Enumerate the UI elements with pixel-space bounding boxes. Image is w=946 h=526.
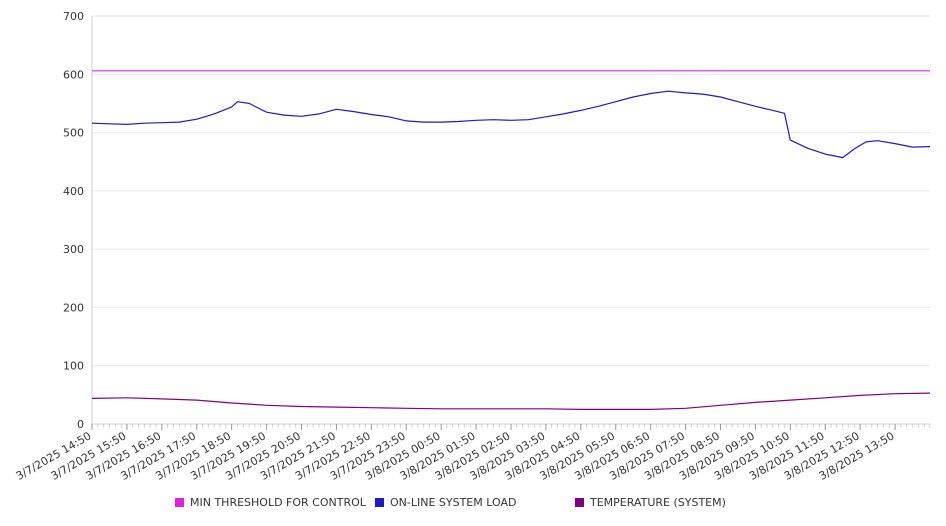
axes <box>91 16 931 430</box>
x-axis-tick-labels: 3/7/2025 14:503/7/2025 15:503/7/2025 16:… <box>14 429 897 483</box>
legend-item-system-load[interactable]: ON-LINE SYSTEM LOAD <box>375 496 516 509</box>
y-tick-label: 100 <box>63 360 84 373</box>
series-lines <box>91 70 931 410</box>
legend-label-min-threshold: MIN THRESHOLD FOR CONTROL <box>190 496 366 509</box>
y-tick-label: 700 <box>63 10 84 23</box>
series-line-on-line-system-load <box>91 90 931 159</box>
y-tick-label: 600 <box>63 68 84 81</box>
legend-item-min-threshold[interactable]: MIN THRESHOLD FOR CONTROL <box>175 496 366 509</box>
legend-swatch-min-threshold <box>175 498 184 507</box>
legend-label-system-load: ON-LINE SYSTEM LOAD <box>390 496 517 509</box>
y-tick-label: 0 <box>77 418 84 431</box>
y-axis-tick-labels: 0 100 200 300 400 500 600 700 <box>63 10 84 431</box>
y-tick-label: 200 <box>63 301 84 314</box>
legend-label-temperature: TEMPERATURE (SYSTEM) <box>590 496 726 509</box>
legend: MIN THRESHOLD FOR CONTROL ON-LINE SYSTEM… <box>0 496 946 516</box>
legend-item-temperature[interactable]: TEMPERATURE (SYSTEM) <box>575 496 726 509</box>
series-line-temperature-system <box>91 392 931 410</box>
y-tick-label: 300 <box>63 243 84 256</box>
grid-lines <box>92 15 930 367</box>
legend-swatch-system-load <box>375 498 384 507</box>
y-tick-label: 500 <box>63 127 84 140</box>
legend-swatch-temperature <box>575 498 584 507</box>
y-tick-label: 400 <box>63 185 84 198</box>
